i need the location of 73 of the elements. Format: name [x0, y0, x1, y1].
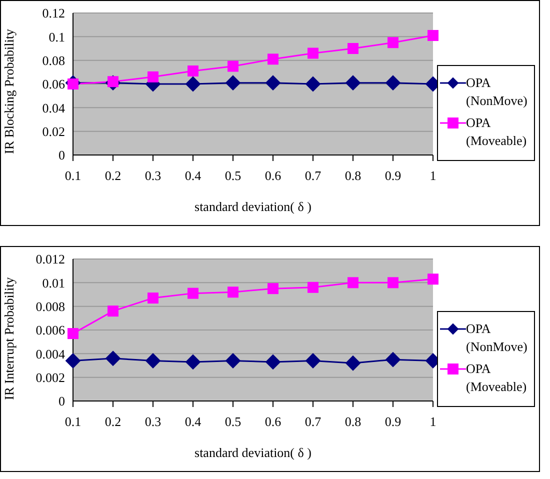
point — [148, 71, 158, 82]
point — [188, 65, 198, 76]
x-tick-label: 0.8 — [344, 168, 362, 184]
x-tick-label: 0.5 — [224, 414, 242, 430]
y-tick-label: 0.01 — [42, 275, 65, 290]
point — [66, 353, 80, 368]
y-tick-label: 0.004 — [36, 346, 66, 362]
x-tick-label: 0.4 — [184, 168, 202, 184]
point — [346, 75, 360, 90]
point — [146, 353, 160, 368]
x-tick-label: 0.7 — [304, 414, 322, 430]
x-tick-label: 0.6 — [264, 168, 282, 184]
y-tick-label: 0.006 — [36, 322, 66, 338]
point — [348, 277, 358, 288]
x-tick-label: 1 — [430, 414, 436, 430]
x-tick-label: 0.3 — [144, 414, 162, 430]
y-tick-label: 0.1 — [48, 29, 65, 44]
y-tick-label: 0.002 — [36, 370, 65, 385]
x-axis-title: standard deviation( δ ) — [194, 199, 312, 214]
point — [386, 352, 400, 368]
point — [148, 292, 158, 304]
point — [266, 354, 280, 370]
point — [348, 43, 358, 54]
point — [428, 30, 438, 41]
point — [388, 37, 398, 48]
x-tick-label: 0.5 — [224, 168, 242, 184]
x-tick-label: 0.9 — [384, 168, 402, 184]
point — [226, 75, 240, 90]
point — [386, 75, 400, 90]
point — [188, 288, 198, 299]
y-tick-label: 0.02 — [42, 124, 65, 139]
point — [388, 277, 398, 288]
point — [268, 283, 278, 294]
point — [228, 286, 238, 298]
x-tick-label: 0.7 — [304, 168, 322, 184]
point — [186, 354, 200, 370]
legend-label: OPA (NonMove) — [466, 320, 528, 356]
y-tick-label: 0.12 — [42, 6, 65, 21]
point — [306, 353, 320, 368]
x-tick-label: 0.8 — [344, 414, 362, 430]
point — [266, 75, 280, 90]
point — [228, 60, 238, 72]
point — [346, 356, 360, 371]
y-tick-label: 0 — [58, 148, 65, 163]
point — [308, 48, 318, 59]
point — [186, 76, 200, 92]
y-tick-label: 0 — [58, 394, 65, 409]
y-tick-label: 0.012 — [36, 252, 65, 267]
y-axis-title: IR Blocking Probability — [2, 28, 17, 154]
x-tick-label: 0.6 — [264, 414, 282, 430]
x-tick-label: 0.2 — [104, 168, 122, 184]
point — [68, 328, 78, 340]
point — [106, 350, 120, 366]
x-tick-label: 1 — [430, 168, 436, 184]
point — [108, 306, 118, 317]
x-tick-label: 0.4 — [184, 414, 202, 430]
x-axis-title: standard deviation( δ ) — [194, 445, 312, 460]
point — [428, 274, 438, 285]
legend-label: OPA (Moveable) — [466, 360, 528, 396]
y-tick-label: 0.008 — [36, 298, 65, 314]
point — [308, 282, 318, 293]
x-tick-label: 0.2 — [104, 414, 122, 430]
point — [268, 54, 278, 65]
point — [306, 76, 320, 92]
y-tick-label: 0.04 — [42, 100, 66, 116]
point — [226, 353, 240, 368]
y-tick-label: 0.08 — [42, 52, 65, 68]
legend-label: OPA (Moveable) — [466, 114, 528, 150]
legend-label: OPA (NonMove) — [466, 74, 528, 110]
x-tick-label: 0.9 — [384, 414, 402, 430]
y-axis-title: IR Interrupt Probability — [2, 276, 17, 400]
x-tick-label: 0.3 — [144, 168, 162, 184]
y-tick-label: 0.06 — [42, 76, 66, 92]
